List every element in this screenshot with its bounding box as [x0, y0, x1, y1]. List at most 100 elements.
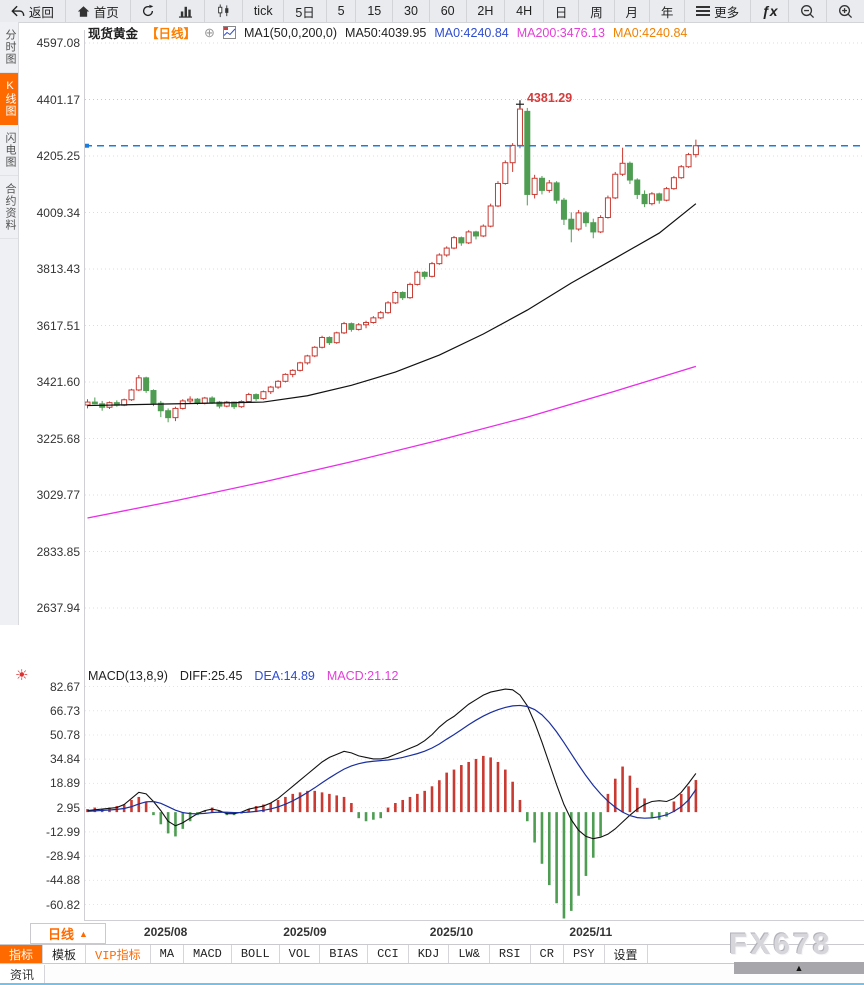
main-chart-svg[interactable]: 4381.29 [84, 30, 864, 666]
tab-news[interactable]: 资讯 [0, 965, 46, 983]
candle-up [663, 188, 670, 201]
daily-button[interactable]: 日 [544, 0, 580, 22]
side-tab-闪电图[interactable]: 闪电图 [0, 125, 18, 176]
monthly-button[interactable]: 月 [615, 0, 650, 22]
candle-down [568, 218, 575, 230]
indicator-tab-LW&[interactable]: LW& [449, 945, 490, 963]
side-tab-合约资料[interactable]: 合约资料 [0, 176, 18, 239]
candle-down [143, 377, 150, 392]
indicator-tab-MACD[interactable]: MACD [184, 945, 232, 963]
60min-button[interactable]: 60 [430, 0, 467, 22]
macd-axis-label: -28.94 [45, 849, 80, 864]
indicator-tab-BIAS[interactable]: BIAS [320, 945, 369, 963]
chart-header: 现货黄金 【日线】 ⊕ MA1(50,0,200,0) MA50:4039.95… [88, 23, 687, 42]
candle-up [311, 346, 318, 357]
5day-button[interactable]: 5日 [284, 0, 327, 22]
indicator-tab-模板[interactable]: 模板 [43, 945, 87, 963]
macd-axis-label: -12.99 [45, 824, 80, 839]
candle-up [531, 177, 538, 195]
price-axis-label: 3813.43 [36, 262, 80, 276]
indicator-tab-KDJ[interactable]: KDJ [409, 945, 450, 963]
price-axis-label: 3617.51 [36, 318, 80, 333]
refresh-button[interactable] [131, 0, 168, 22]
macd-axis-label: -60.82 [45, 897, 80, 912]
time-axis-label: 2025/10 [429, 925, 474, 939]
home-icon [77, 5, 90, 18]
macd-axis-label: 66.73 [49, 703, 80, 718]
candle-up [685, 154, 692, 168]
candle-down [209, 397, 216, 403]
candle-up [260, 391, 267, 400]
candle-up [84, 401, 91, 406]
candle-up [245, 394, 252, 403]
macd-chart-svg[interactable] [84, 680, 864, 922]
toolbar-label: tick [253, 4, 273, 18]
panel-collapse-handle[interactable]: ▲ [734, 962, 864, 974]
more-button[interactable]: 更多 [685, 0, 752, 22]
last-price-marker [85, 143, 89, 148]
30min-button[interactable]: 30 [393, 0, 430, 22]
tick-button[interactable]: tick [243, 0, 285, 22]
indicator-tab-CR[interactable]: CR [531, 945, 564, 963]
4hour-button[interactable]: 4H [505, 0, 545, 22]
indicator-tab-RSI[interactable]: RSI [490, 945, 531, 963]
indicator-tab-VOL[interactable]: VOL [280, 945, 321, 963]
time-axis-label: 2025/09 [283, 925, 327, 939]
macd-axis-label: 18.89 [49, 776, 80, 791]
home-button[interactable]: 首页 [66, 0, 131, 22]
candle-down [91, 401, 98, 405]
indicator-tab-设置[interactable]: 设置 [605, 945, 648, 963]
high-price-annotation: 4381.29 [527, 91, 572, 105]
circle-plus-icon[interactable]: ⊕ [204, 25, 215, 40]
back-icon [11, 5, 25, 18]
candle-up [494, 182, 501, 207]
price-axis-line [84, 30, 85, 920]
kline-view-button[interactable] [205, 0, 243, 22]
macd-axis-label: 50.78 [49, 727, 80, 742]
macd-axis-label: 34.84 [49, 752, 80, 767]
candle-up [487, 205, 494, 227]
candle-up [648, 193, 655, 205]
macd-macd-value: MACD:21.12 [326, 669, 399, 683]
bar-chart-view-button[interactable] [167, 0, 206, 22]
price-axis-label: 2637.94 [36, 601, 80, 615]
candle-down [165, 410, 172, 419]
macd-diff-value: DIFF:25.45 [179, 669, 243, 683]
indicator-tab-MA[interactable]: MA [151, 945, 185, 963]
period-selector[interactable]: 日线 ▲ [30, 923, 106, 944]
yearly-button[interactable]: 年 [650, 0, 686, 22]
side-tab-K线图[interactable]: K线图 [0, 73, 18, 125]
candle-up [604, 197, 611, 219]
indicator-tab-VIP指标[interactable]: VIP指标 [86, 945, 151, 963]
zoom-in-icon [838, 4, 853, 19]
candle-down [157, 402, 164, 412]
2hour-button[interactable]: 2H [467, 0, 506, 22]
zoom-in-button[interactable] [827, 0, 864, 22]
zoom-out-button[interactable] [789, 0, 828, 22]
side-tab-分时图[interactable]: 分时图 [0, 22, 18, 73]
period-selector-label: 日线 [48, 927, 75, 942]
formula-button[interactable]: ƒx [751, 0, 790, 22]
candle-up [187, 398, 194, 402]
indicator-tab-指标[interactable]: 指标 [0, 945, 44, 963]
toolbar-label: 60 [440, 4, 455, 18]
candle-up [385, 302, 392, 314]
indicator-tab-CCI[interactable]: CCI [368, 945, 409, 963]
candle-up [179, 400, 186, 409]
candle-up [238, 401, 245, 408]
bottom-accent-line [0, 983, 864, 985]
candle-up [619, 162, 626, 175]
weekly-button[interactable]: 周 [579, 0, 615, 22]
candle-up [436, 254, 443, 265]
candle-up [392, 291, 399, 304]
candle-up [414, 271, 421, 285]
indicator-tab-PSY[interactable]: PSY [564, 945, 605, 963]
settings-sun-icon[interactable]: ☀ [15, 667, 29, 684]
back-button[interactable]: 返回 [0, 0, 66, 22]
15min-button[interactable]: 15 [356, 0, 394, 22]
candle-up [407, 283, 414, 299]
price-axis-label: 3029.77 [36, 488, 80, 502]
5min-button[interactable]: 5 [327, 0, 357, 22]
indicator-tab-BOLL[interactable]: BOLL [232, 945, 280, 963]
chevron-up-icon: ▲ [79, 928, 88, 939]
